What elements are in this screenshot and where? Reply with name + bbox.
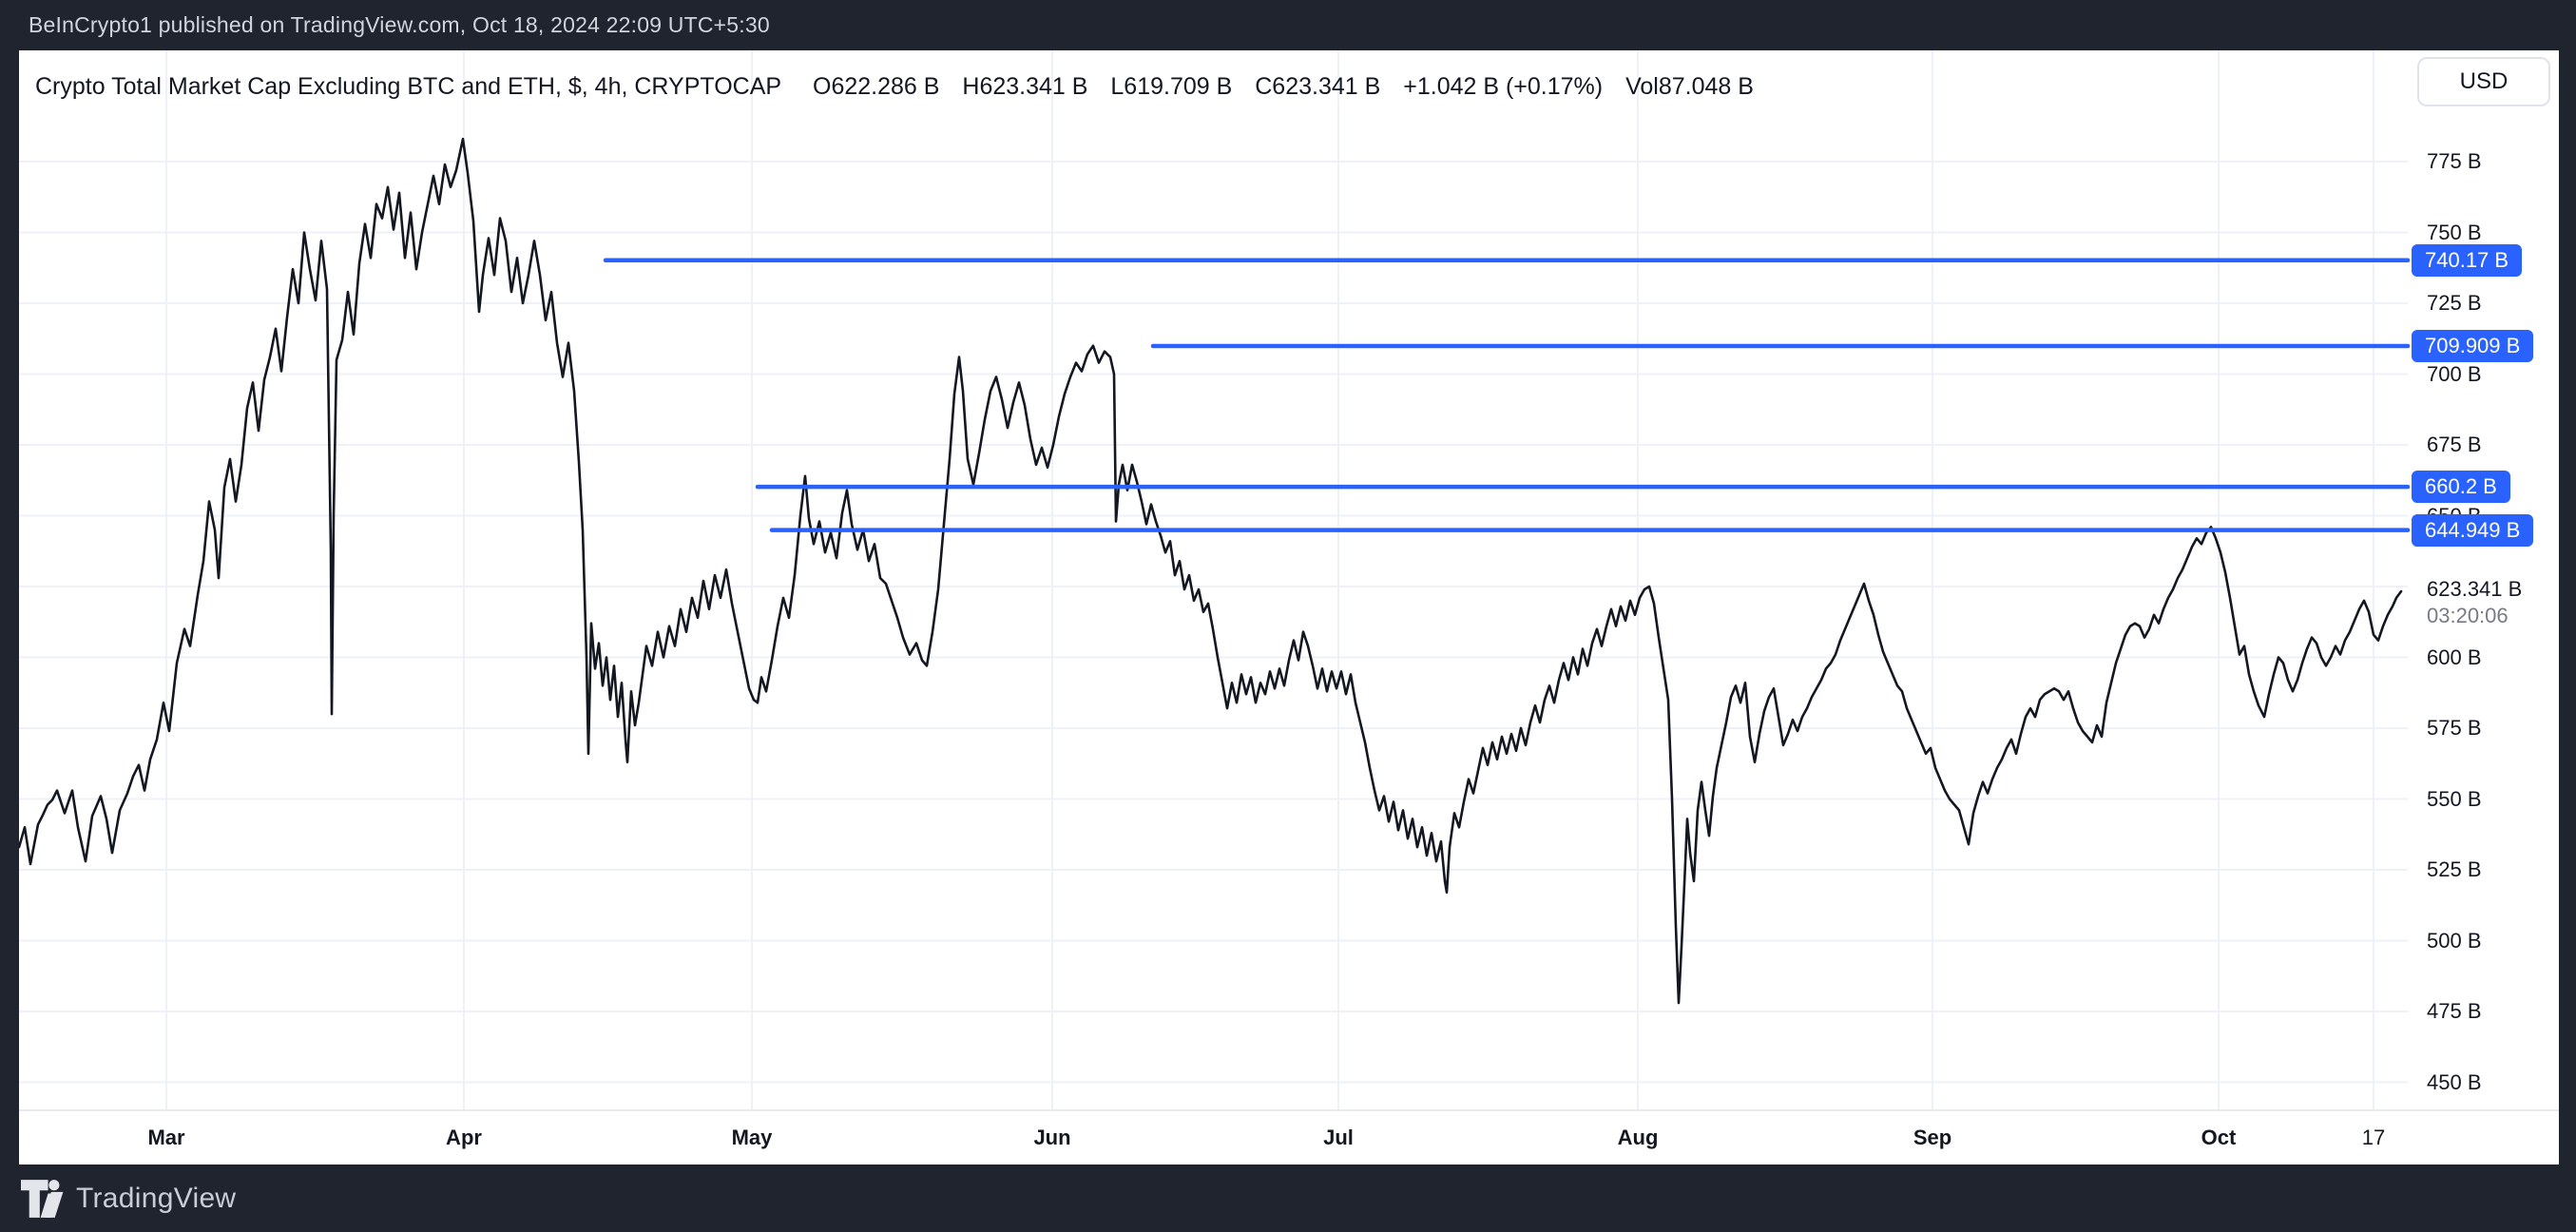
- ohlc-close: C623.341 B: [1255, 73, 1381, 100]
- time-axis-label: 17: [2361, 1126, 2386, 1149]
- price-axis-label: 475 B: [2427, 999, 2482, 1023]
- tradingview-mark-icon: [21, 1179, 64, 1218]
- price-axis-label: 525 B: [2427, 857, 2482, 881]
- price-axis-label: 750 B: [2427, 220, 2482, 244]
- last-price-value: 623.341 B: [2427, 577, 2523, 601]
- publish-info-text: BeInCrypto1 published on TradingView.com…: [29, 12, 770, 37]
- time-axis-label: Jul: [1323, 1126, 1354, 1149]
- price-axis-label: 450 B: [2427, 1069, 2482, 1094]
- price-line-series: [19, 137, 2403, 1005]
- publish-topbar: BeInCrypto1 published on TradingView.com…: [0, 0, 2576, 50]
- time-axis-label: Sep: [1913, 1126, 1952, 1149]
- time-axis-label: Aug: [1617, 1126, 1659, 1149]
- time-axis-label: Oct: [2201, 1126, 2237, 1149]
- price-axis-label: 500 B: [2427, 928, 2482, 953]
- price-axis-label: 675 B: [2427, 433, 2482, 456]
- price-axis-label: 775 B: [2427, 149, 2482, 173]
- symbol-header: Crypto Total Market Cap Excluding BTC an…: [35, 73, 1770, 106]
- level-price-badge: 709.909 B: [2412, 329, 2534, 362]
- chart-panel: Crypto Total Market Cap Excluding BTC an…: [19, 50, 2559, 1165]
- price-axis-label: 700 B: [2427, 361, 2482, 386]
- tradingview-logo[interactable]: TradingView: [21, 1179, 237, 1218]
- change-value: +1.042 B (+0.17%): [1403, 73, 1604, 100]
- ohlc-low: L619.709 B: [1110, 73, 1233, 100]
- symbol-title: Crypto Total Market Cap Excluding BTC an…: [35, 73, 782, 100]
- time-axis-label: May: [731, 1126, 773, 1149]
- bar-countdown-timer: 03:20:06: [2427, 604, 2509, 627]
- ohlc-open: O622.286 B: [813, 73, 940, 100]
- tradingview-wordmark: TradingView: [76, 1182, 237, 1214]
- price-axis-label: 600 B: [2427, 645, 2482, 669]
- time-axis-label: Mar: [147, 1126, 185, 1149]
- time-axis-label: Jun: [1033, 1126, 1071, 1149]
- level-price-badge: 644.949 B: [2412, 513, 2534, 547]
- currency-toggle-button[interactable]: USD: [2417, 57, 2550, 106]
- chart-canvas[interactable]: [19, 50, 2559, 1165]
- price-axis-label: 575 B: [2427, 716, 2482, 740]
- price-axis-label: 550 B: [2427, 786, 2482, 811]
- time-axis-label: Apr: [446, 1126, 482, 1149]
- ohlc-high: H623.341 B: [962, 73, 1088, 100]
- level-price-badge: 740.17 B: [2412, 243, 2523, 277]
- volume-value: Vol87.048 B: [1625, 73, 1754, 100]
- footer-bar: TradingView: [0, 1165, 2576, 1232]
- price-axis-label: 725 B: [2427, 291, 2482, 315]
- level-price-badge: 660.2 B: [2412, 471, 2510, 504]
